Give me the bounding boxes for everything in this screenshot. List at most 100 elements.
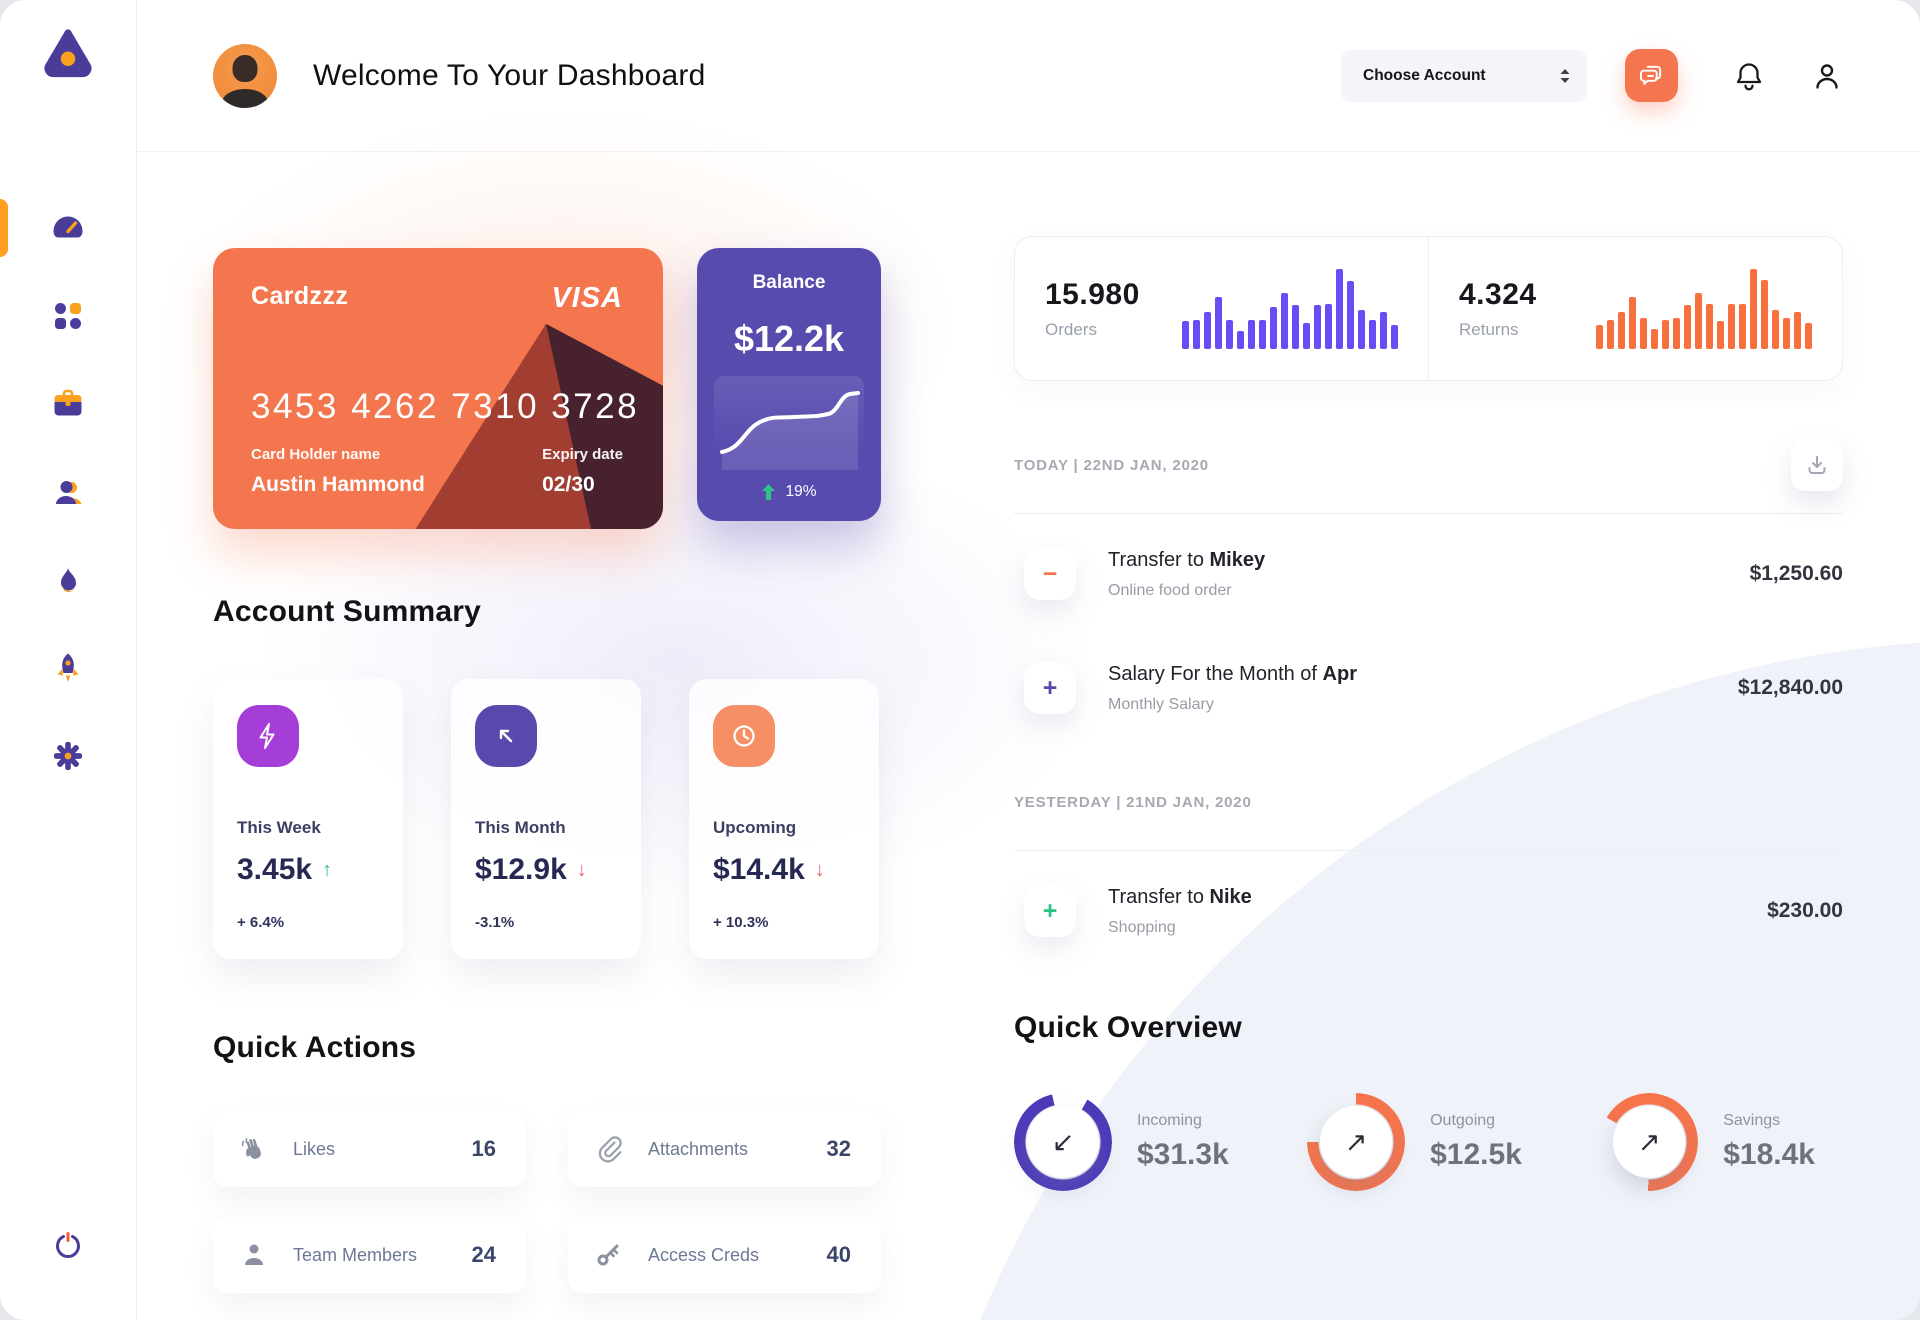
sidebar-item-work[interactable] xyxy=(0,387,136,421)
action-card-likes[interactable]: Likes 16 xyxy=(213,1111,526,1187)
header-actions: Choose Account xyxy=(1341,49,1842,102)
balance-card: Balance $12.2k 19% xyxy=(697,248,881,521)
transaction-row-salary[interactable]: + Salary For the Month of Apr Monthly Sa… xyxy=(1014,628,1843,742)
active-indicator xyxy=(0,199,8,257)
date-label: YESTERDAY | 21ND JAN, 2020 xyxy=(1014,793,1252,811)
key-icon xyxy=(597,1244,619,1266)
power-icon xyxy=(56,1232,80,1258)
summary-value: $14.4k xyxy=(713,853,805,886)
user-icon xyxy=(1816,63,1838,89)
gauge-savings: ↗ Savings $18.4k xyxy=(1600,1093,1815,1191)
returns-value: 4.324 xyxy=(1459,277,1537,311)
gauge-label: Savings xyxy=(1723,1112,1781,1129)
balance-value: $12.2k xyxy=(733,318,845,359)
summary-value: 3.45k xyxy=(237,853,313,886)
sidebar-item-activity[interactable] xyxy=(0,563,136,597)
action-label: Attachments xyxy=(648,1138,749,1159)
section-title-account-summary: Account Summary xyxy=(213,595,482,628)
transaction-amount: $1,250.60 xyxy=(1749,562,1843,585)
person-icon xyxy=(245,1244,263,1265)
arrow-up-left-icon xyxy=(475,705,537,767)
paperclip-icon xyxy=(598,1136,622,1163)
trend-down-icon: ↓ xyxy=(814,858,825,881)
sidebar-item-dashboard[interactable] xyxy=(0,199,136,257)
account-select[interactable]: Choose Account xyxy=(1341,49,1587,102)
right-column: 15.980 Orders 4.324 Returns TOD xyxy=(1014,152,1843,1293)
card-name: Cardzzz xyxy=(251,282,349,310)
transaction-row-nike[interactable]: + Transfer to Nike Shopping $230.00 xyxy=(1014,851,1843,965)
summary-card-upcoming: Upcoming $14.4k ↓ + 10.3% xyxy=(689,679,879,959)
cards-row: Cardzzz VISA 3453 4262 7310 3728 Card Ho… xyxy=(213,248,881,529)
sidebar xyxy=(0,0,137,1320)
summary-label: This Month xyxy=(475,818,566,837)
orders-stat: 15.980 Orders xyxy=(1015,237,1429,380)
account-select-label: Choose Account xyxy=(1363,66,1486,84)
action-card-attachments[interactable]: Attachments 32 xyxy=(568,1111,881,1187)
gauge-label: Outgoing xyxy=(1430,1112,1496,1129)
credit-card: Cardzzz VISA 3453 4262 7310 3728 Card Ho… xyxy=(213,248,663,529)
notifications-button[interactable] xyxy=(1734,60,1764,92)
page-title: Welcome To Your Dashboard xyxy=(313,58,706,92)
orders-value: 15.980 xyxy=(1045,277,1140,311)
sidebar-item-people[interactable] xyxy=(0,475,136,509)
sidebar-item-settings[interactable] xyxy=(0,739,136,773)
card-holder-name: Austin Hammond xyxy=(251,473,425,496)
gauge-value: $18.4k xyxy=(1723,1138,1815,1171)
sidebar-item-apps[interactable] xyxy=(0,299,136,333)
plus-icon: + xyxy=(1024,662,1076,714)
quick-actions-grid: Likes 16 Attachments 32 xyxy=(213,1111,881,1293)
trend-down-icon: ↓ xyxy=(576,858,587,881)
action-card-access-creds[interactable]: Access Creds 40 xyxy=(568,1217,881,1293)
avatar-silhouette xyxy=(232,54,258,82)
transaction-subtitle: Shopping xyxy=(1108,918,1176,936)
section-title-quick-overview: Quick Overview xyxy=(1014,1011,1242,1044)
download-button[interactable] xyxy=(1791,439,1843,491)
sidebar-nav xyxy=(0,199,136,773)
card-number: 3453 4262 7310 3728 xyxy=(251,387,640,426)
transaction-title: Transfer to Nike xyxy=(1108,885,1252,908)
clap-icon xyxy=(241,1138,261,1159)
lightning-icon xyxy=(237,705,299,767)
rocket-icon xyxy=(57,653,79,682)
triangle-logo-icon xyxy=(44,29,92,78)
bell-icon xyxy=(1736,62,1762,90)
action-count: 24 xyxy=(471,1242,496,1267)
summary-delta: -3.1% xyxy=(475,914,515,931)
action-label: Likes xyxy=(293,1138,336,1159)
profile-button[interactable] xyxy=(1812,61,1842,91)
briefcase-icon xyxy=(54,389,82,416)
balance-change: 19% xyxy=(761,483,817,501)
transactions-header-yesterday: YESTERDAY | 21ND JAN, 2020 xyxy=(1014,776,1843,828)
gauge-value: $31.3k xyxy=(1137,1138,1229,1171)
download-icon xyxy=(1808,456,1826,474)
action-card-team-members[interactable]: Team Members 24 xyxy=(213,1217,526,1293)
logout-button[interactable] xyxy=(53,1231,83,1266)
summary-delta: + 10.3% xyxy=(713,914,769,931)
left-column: Cardzzz VISA 3453 4262 7310 3728 Card Ho… xyxy=(213,152,881,1293)
clock-icon xyxy=(713,705,775,767)
divider xyxy=(1014,850,1843,851)
content: Cardzzz VISA 3453 4262 7310 3728 Card Ho… xyxy=(137,152,1920,1293)
quick-overview-gauges: ↙ Incoming $31.3k ↗ Outgoing xyxy=(1014,1093,1843,1191)
avatar[interactable] xyxy=(213,43,277,108)
app-logo[interactable] xyxy=(41,26,95,83)
visa-logo: VISA xyxy=(551,282,623,314)
messages-button[interactable] xyxy=(1625,49,1678,102)
balance-change-value: 19% xyxy=(785,483,817,500)
card-expiry: 02/30 xyxy=(542,473,595,496)
minus-icon: − xyxy=(1024,548,1076,600)
action-count: 16 xyxy=(471,1136,496,1161)
transaction-row-mikey[interactable]: − Transfer to Mikey Online food order $1… xyxy=(1014,514,1843,628)
transaction-amount: $12,840.00 xyxy=(1737,676,1843,699)
action-label: Access Creds xyxy=(648,1244,760,1265)
action-label: Team Members xyxy=(293,1244,418,1265)
orders-label: Orders xyxy=(1045,319,1097,339)
header: Welcome To Your Dashboard Choose Account xyxy=(137,0,1920,152)
flame-icon xyxy=(61,566,76,592)
balance-label: Balance xyxy=(752,272,826,293)
chat-bubbles-icon xyxy=(1639,65,1662,85)
summary-grid: This Week 3.45k ↑ + 6.4% xyxy=(213,679,881,959)
sidebar-item-launch[interactable] xyxy=(0,651,136,685)
returns-bar-chart xyxy=(1596,268,1812,349)
transaction-amount: $230.00 xyxy=(1767,899,1843,922)
